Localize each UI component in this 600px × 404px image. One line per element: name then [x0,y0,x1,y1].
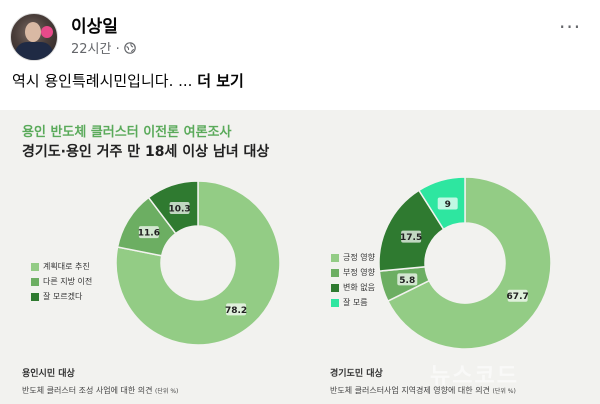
data-label-bg [169,202,190,215]
legend-label: 잘 모름 [343,298,368,307]
post-image[interactable]: 용인 반도체 클러스터 이전론 여론조사 경기도·용인 거주 만 18세 이상 … [0,110,600,404]
legend-label: 계획대로 추진 [43,262,90,271]
chart-note-yongin: 반도체 클러스터 조성 사업에 대한 의견 (단위 %) [22,385,178,396]
legend-item: 변화 없음 [331,280,375,295]
legend-item: 긍정 영향 [331,250,375,265]
data-label: 9 [445,200,451,210]
avatar-suit [15,42,53,60]
legend-item: 다른 지방 이전 [31,274,92,289]
legend-label: 변화 없음 [343,283,375,292]
legend-label: 다른 지방 이전 [43,277,93,286]
chart-note-text: 반도체 클러스터 조성 사업에 대한 의견 [22,386,153,395]
post-body: 역시 용인특례시민입니다. ... [12,72,193,90]
legend-item: 부정 영향 [331,265,375,280]
legend-label: 잘 모르겠다 [43,292,83,301]
chart-note-text: 반도체 클러스터사업 지역경제 영향에 대한 의견 [330,386,490,395]
legend-swatch [331,268,339,277]
data-label: 17.5 [400,233,422,243]
data-label: 5.8 [399,276,415,286]
legend-swatch [31,262,39,271]
data-label: 10.3 [168,205,190,215]
legend-label: 긍정 영향 [343,253,375,262]
legend-swatch [331,253,339,262]
see-more-link[interactable]: 더 보기 [197,72,244,90]
author-name[interactable]: 이상일 [71,17,118,37]
more-options-icon[interactable]: ··· [559,15,582,39]
legend-swatch [331,298,339,307]
data-label-bg [401,230,422,243]
survey-subtitle: 경기도·용인 거주 만 18세 이상 남녀 대상 [22,144,270,160]
chart-unit: (단위 %) [492,388,516,395]
legend-item: 잘 모름 [331,295,375,310]
legend-item: 잘 모르겠다 [31,289,92,304]
data-label: 67.7 [507,292,529,302]
post-header: 이상일 22시간 · ··· [0,0,600,62]
legend-item: 계획대로 추진 [31,259,92,274]
data-label-bg [437,197,458,210]
avatar-face [25,22,41,42]
avatar-logo-badge [41,26,53,38]
legend-swatch [331,283,339,292]
legend-label: 부정 영향 [343,268,375,277]
data-label-bg [507,289,528,302]
chart-unit: (단위 %) [155,388,179,395]
data-label-bg [138,226,159,239]
data-label: 11.6 [138,229,160,239]
legend-swatch [31,277,39,286]
survey-title: 용인 반도체 클러스터 이전론 여론조사 [22,125,232,140]
post-meta: 22시간 · [71,38,136,57]
watermark: 뉴스코드 [430,364,519,389]
post-time[interactable]: 22시간 · [71,42,120,57]
donut-slice [386,176,552,350]
legend-swatch [31,292,39,301]
public-globe-icon [123,41,136,54]
post-text: 역시 용인특례시민입니다. ... 더 보기 [12,70,244,91]
data-label-bg [226,303,247,316]
author-avatar[interactable] [10,13,58,61]
chart-note-gyeonggi: 반도체 클러스터사업 지역경제 영향에 대한 의견 (단위 %) [330,385,516,396]
data-label: 78.2 [225,306,247,316]
donut-charts: 78.2 11.6 10.3 67.7 5.8 17.5 9 [115,176,552,350]
data-label-bg [397,273,418,286]
chart-title-gyeonggi: 경기도민 대상 [330,369,383,379]
chart-title-yongin: 용인시민 대상 [22,369,75,379]
